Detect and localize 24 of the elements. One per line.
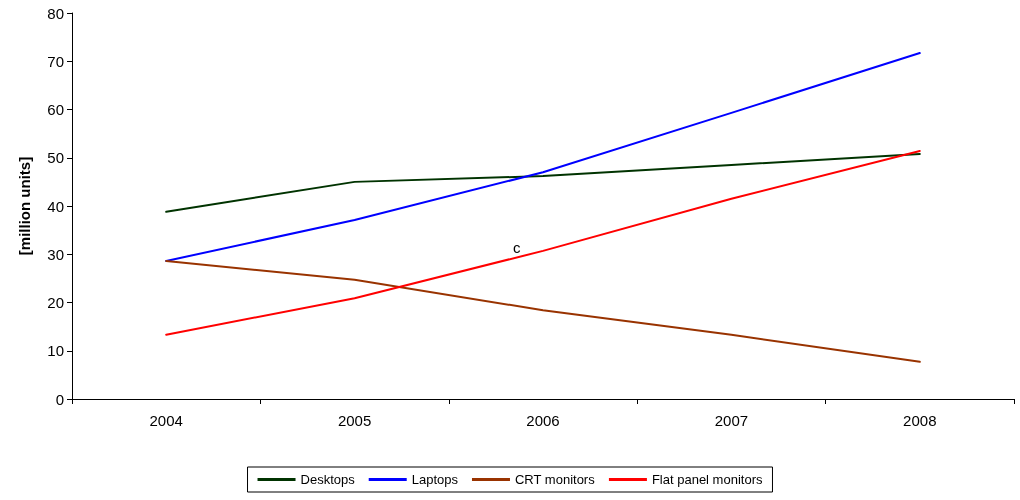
y-axis-title: [million units] bbox=[16, 156, 33, 256]
line-series bbox=[165, 150, 921, 336]
annotation: c bbox=[513, 239, 521, 256]
x-tick-label: 2007 bbox=[714, 412, 749, 429]
y-tick-label: 30 bbox=[47, 245, 64, 263]
y-tick-label: 50 bbox=[47, 149, 64, 167]
line-series bbox=[165, 52, 921, 263]
y-tick-label: 10 bbox=[47, 342, 64, 360]
x-tick-label: 2006 bbox=[526, 412, 560, 429]
legend-label: Desktops bbox=[300, 472, 356, 487]
y-tick-label: 40 bbox=[47, 197, 64, 215]
y-tick-label: 60 bbox=[47, 101, 64, 118]
y-tick-label: 0 bbox=[55, 390, 64, 408]
x-tick-label: 2004 bbox=[149, 412, 183, 429]
y-tick-label: 20 bbox=[47, 294, 64, 311]
x-tick-label: 2008 bbox=[903, 412, 937, 429]
legend-label: Flat panel monitors bbox=[651, 472, 763, 487]
legend-label: CRT monitors bbox=[514, 472, 596, 487]
y-tick-label: 80 bbox=[47, 4, 64, 22]
y-tick-label: 70 bbox=[47, 52, 64, 70]
x-tick-label: 2005 bbox=[337, 412, 372, 429]
line-series bbox=[165, 260, 921, 363]
legend-label: Laptops bbox=[411, 472, 459, 487]
line-series bbox=[165, 152, 921, 213]
